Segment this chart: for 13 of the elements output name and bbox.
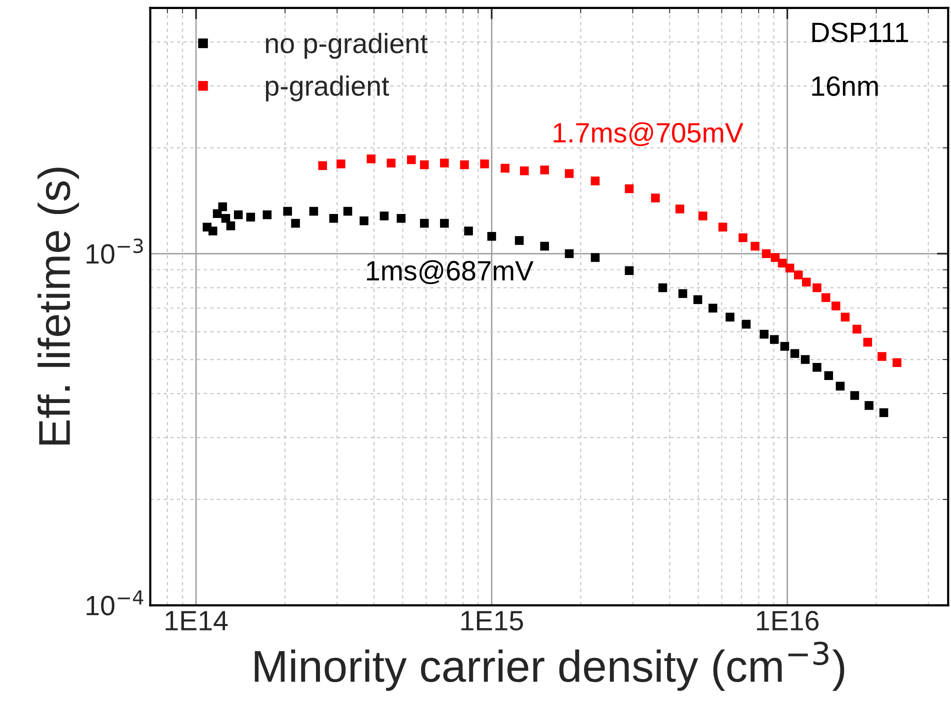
annotation: 1.7ms@705mV <box>554 122 744 146</box>
annotation: DSP111 <box>812 22 908 42</box>
x-axis-title: Minority carrier density (cm$^{−3}$) <box>254 642 844 691</box>
annotation: 16nm <box>812 76 878 96</box>
y-axis-title: Eff. lifetime (s) <box>38 168 79 445</box>
x-tick-label: 1E15 <box>461 611 523 631</box>
legend-label: no p-gradient <box>266 32 428 59</box>
y-tick-label: 10$^{−3}$ <box>86 238 143 264</box>
y-tick-label: 10$^{−4}$ <box>86 590 144 616</box>
annotation: 1ms@687mV <box>367 260 534 284</box>
legend-label: p-gradient <box>266 75 390 102</box>
x-tick-label: 1E16 <box>756 610 819 631</box>
x-tick-label: 1E14 <box>166 611 228 630</box>
